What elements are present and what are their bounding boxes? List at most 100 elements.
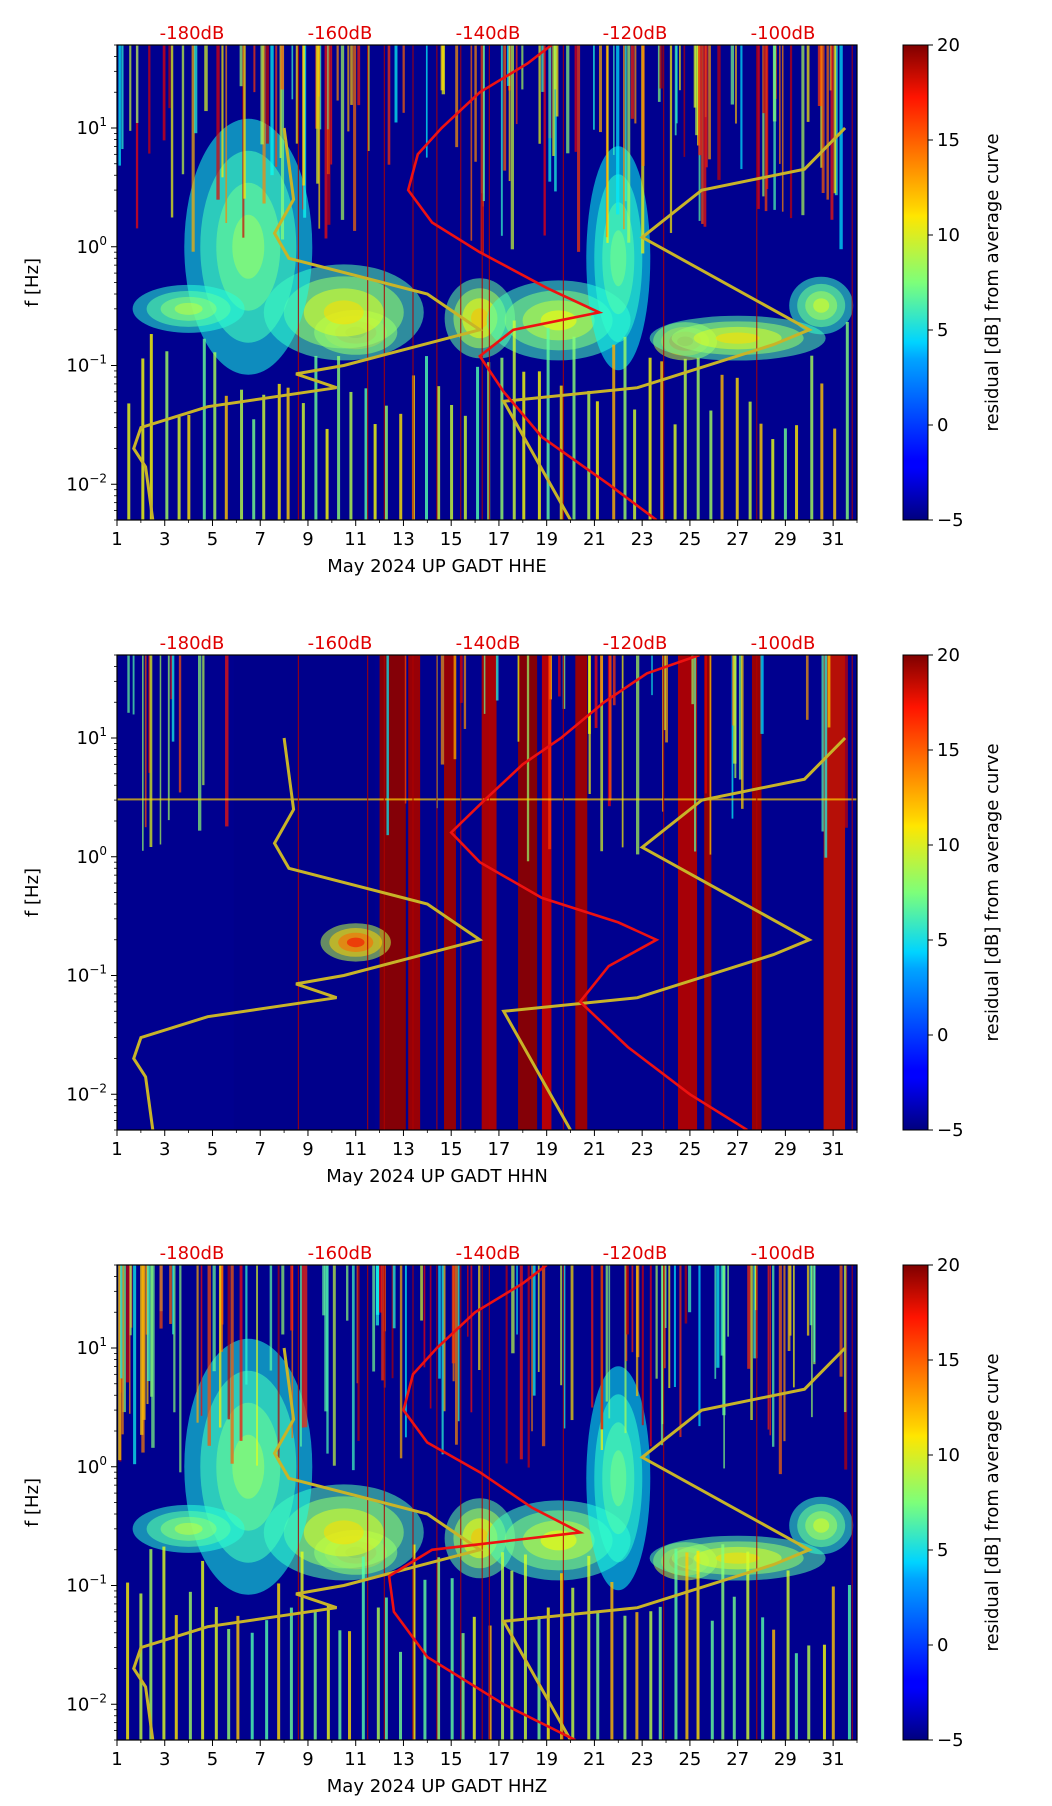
transient-streak: [623, 1615, 627, 1740]
hf-noise-streak: [738, 655, 742, 780]
hf-noise-streak: [239, 45, 243, 87]
broadband-noise-band: [518, 655, 538, 1130]
reference-curve-left: [132, 127, 484, 520]
transient-streak: [845, 321, 849, 520]
hf-noise-streak: [762, 45, 765, 197]
transient-streak: [822, 1644, 826, 1740]
transient-streak: [696, 1550, 700, 1740]
hf-noise-streak: [515, 45, 518, 125]
hf-noise-streak: [641, 45, 645, 166]
hf-noise-streak: [538, 45, 541, 144]
hf-noise-streak: [634, 45, 637, 124]
y-tick-base: 10: [66, 1576, 89, 1597]
hf-noise-streak: [704, 655, 708, 794]
hf-noise-streak: [714, 1265, 717, 1379]
hf-noise-streak: [760, 655, 764, 734]
x-tick-label: 15: [440, 529, 463, 550]
hf-noise-streak: [404, 1265, 407, 1438]
hf-noise-streak: [663, 1265, 666, 1369]
transient-streak: [300, 1551, 304, 1740]
hf-noise-streak: [357, 45, 361, 106]
hf-noise-streak: [392, 1265, 396, 1329]
hf-noise-streak: [801, 45, 805, 216]
hf-noise-streak: [301, 1265, 305, 1428]
hf-noise-streak: [554, 45, 557, 90]
hf-noise-streak: [256, 1265, 258, 1466]
hf-noise-streak: [664, 1265, 667, 1329]
hf-noise-streak: [833, 45, 837, 194]
x-tick-label: 1: [111, 1139, 122, 1160]
transient-streak: [201, 1560, 205, 1740]
transient-streak: [501, 1552, 505, 1740]
db-scale-label: -140dB: [456, 23, 521, 44]
hf-noise-streak: [133, 1265, 137, 1465]
hf-noise-streak: [281, 1265, 285, 1335]
transient-streak: [710, 1620, 714, 1740]
transient-streak: [423, 1579, 427, 1740]
hf-noise-streak: [245, 1265, 248, 1385]
transient-streak: [820, 383, 824, 520]
hf-noise-streak: [747, 1265, 751, 1369]
transient-streak: [461, 1633, 465, 1740]
hf-noise-streak: [122, 1265, 126, 1413]
db-scale-label: -160dB: [308, 633, 373, 654]
y-tick-label: 101: [76, 1335, 107, 1359]
transient-streak: [858, 1610, 861, 1740]
x-tick-label: 19: [535, 1139, 558, 1160]
hf-noise-streak: [593, 45, 595, 130]
hf-noise-streak: [168, 45, 171, 109]
transient-streak: [252, 419, 256, 520]
db-scale-label: -140dB: [456, 633, 521, 654]
hf-noise-streak: [505, 1265, 508, 1464]
hf-noise-streak: [279, 45, 282, 159]
broadband-noise-band: [541, 655, 552, 1130]
hf-noise-streak: [558, 655, 561, 697]
hf-noise-streak: [304, 1265, 308, 1428]
transient-streak: [126, 1582, 130, 1740]
y-tick-exponent: −1: [89, 963, 107, 977]
spectrogram-panel-1: 1 3 5 7 9 11 13 15 17 19 21 23 25 27 29 3110−210−110010…: [22, 23, 1003, 577]
hf-noise-streak: [683, 45, 686, 157]
hf-noise-streak: [399, 1265, 403, 1459]
microseism-energy: [715, 332, 760, 344]
hf-noise-streak: [730, 45, 735, 105]
colorbar-tick-label: −5: [937, 1730, 964, 1751]
hf-noise-streak: [764, 45, 768, 212]
hf-noise-streak: [591, 1265, 594, 1408]
colorbar-tick-label: 20: [937, 35, 960, 56]
colorbar-tick-label: 0: [937, 1635, 948, 1656]
hf-noise-streak: [789, 45, 793, 219]
hf-noise-streak: [121, 45, 124, 150]
transient-streak: [546, 1607, 550, 1740]
hf-noise-streak: [207, 1265, 211, 1446]
transient-streak: [361, 1556, 365, 1740]
y-tick-label: 10−1: [66, 963, 107, 987]
hf-noise-streak: [200, 1265, 203, 1416]
transient-streak: [472, 1616, 476, 1740]
hf-noise-streak: [740, 45, 743, 170]
hf-noise-streak: [372, 1265, 376, 1372]
y-tick-base: 10: [66, 1084, 89, 1105]
reference-curve-left: [132, 737, 484, 1130]
hf-noise-streak: [387, 45, 391, 165]
hf-noise-streak: [181, 45, 185, 175]
hf-noise-streak: [820, 45, 823, 168]
y-tick-base: 10: [66, 966, 89, 987]
x-tick-label: 7: [254, 1749, 265, 1770]
hf-noise-streak: [322, 1265, 326, 1316]
hf-noise-streak: [613, 45, 615, 155]
hf-noise-streak: [819, 45, 823, 107]
y-tick-label: 101: [76, 725, 107, 749]
hf-noise-streak: [566, 45, 570, 154]
hf-noise-streak: [346, 1265, 349, 1321]
hf-noise-streak: [266, 45, 269, 144]
colorbar-tick-label: 5: [937, 1540, 948, 1561]
hf-noise-streak: [336, 45, 339, 101]
transient-streak: [326, 1605, 330, 1740]
hf-noise-streak: [167, 655, 170, 821]
transient-streak: [732, 1596, 736, 1740]
microseism-energy: [610, 230, 627, 287]
hf-noise-streak: [225, 45, 228, 224]
hf-noise-streak: [327, 45, 331, 225]
transient-streak: [463, 415, 467, 520]
